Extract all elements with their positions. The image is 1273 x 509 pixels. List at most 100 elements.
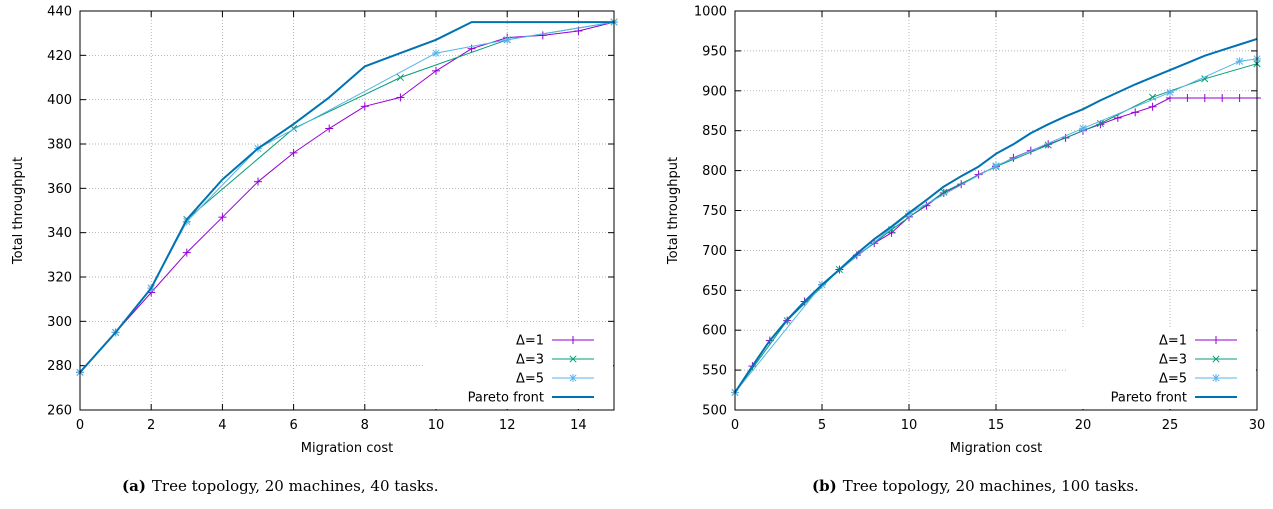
b-series-1-point xyxy=(1044,141,1052,149)
a-xtick-label: 8 xyxy=(361,418,369,433)
a-legend-marker-1 xyxy=(569,355,577,363)
a-ytick-label: 320 xyxy=(47,271,72,286)
b-series-0-point xyxy=(957,180,966,189)
a-series-2-line xyxy=(79,21,615,373)
caption-b-label: (b) xyxy=(812,477,837,495)
a-xtick-label: 6 xyxy=(289,418,297,433)
a-y-axis-label: Total throughput xyxy=(11,157,26,265)
a-ytick-label: 280 xyxy=(47,359,72,374)
b-xtick-label: 10 xyxy=(901,418,918,433)
a-xtick-label: 10 xyxy=(428,418,445,433)
a-ytick-label: 300 xyxy=(47,315,72,330)
b-ytick-label: 1000 xyxy=(694,5,727,20)
a-series-3-line xyxy=(79,21,614,373)
b-xtick-label: 30 xyxy=(1249,418,1266,433)
b-series-2-point xyxy=(992,161,1000,170)
b-legend-marker-0 xyxy=(1212,336,1220,344)
a-series-0-point xyxy=(325,124,334,133)
a-xtick-label: 2 xyxy=(147,418,155,433)
b-ytick-label: 500 xyxy=(702,404,727,419)
b-series-1-point xyxy=(1096,119,1104,128)
a-xtick-label: 4 xyxy=(218,418,226,433)
a-legend-marker-2 xyxy=(569,374,577,382)
b-legend-marker-1 xyxy=(1212,355,1220,363)
b-ytick-label: 550 xyxy=(702,364,727,379)
b-xtick-label: 25 xyxy=(1162,418,1179,433)
a-gridlines xyxy=(80,11,614,410)
a-series-0-line xyxy=(79,21,615,373)
a-series-2-point xyxy=(432,49,440,58)
b-legend-label-1: Δ=3 xyxy=(1159,353,1187,368)
a-series-0-point xyxy=(538,31,547,40)
a-ytick-label: 400 xyxy=(47,93,72,108)
b-x-axis-label: Migration cost xyxy=(950,441,1042,456)
b-series-2-point xyxy=(1079,124,1087,133)
b-legend-bg xyxy=(1067,328,1256,409)
a-legend-marker-0 xyxy=(569,336,577,344)
b-series-0-point xyxy=(1183,93,1192,102)
b-series-2-point xyxy=(1166,88,1174,97)
b-xtick-label: 5 xyxy=(818,418,826,433)
a-x-axis-label: Migration cost xyxy=(301,441,393,456)
a-series-1-point xyxy=(396,73,404,82)
b-y-axis-label: Total throughput xyxy=(666,157,681,265)
a-series-0-point xyxy=(289,148,298,157)
b-ytick-label: 650 xyxy=(702,284,727,299)
b-legend-marker-2 xyxy=(1212,374,1220,382)
b-xtick-label: 0 xyxy=(731,418,739,433)
b-series-1-point xyxy=(1149,93,1157,101)
b-series-0-point xyxy=(1235,93,1244,102)
b-ytick-label: 700 xyxy=(702,244,727,259)
a-series-0-point xyxy=(396,93,405,102)
a-series-0-point xyxy=(218,213,227,222)
a-legend: Δ=1 Δ=3 Δ=5 Pareto front xyxy=(424,328,613,409)
a-series-2-point xyxy=(503,35,512,44)
a-legend-label-0: Δ=1 xyxy=(516,334,544,349)
b-series-1-point xyxy=(940,188,948,196)
b-legend-label-2: Δ=5 xyxy=(1159,372,1187,387)
caption-a: (a) Tree topology, 20 machines, 40 tasks. xyxy=(122,477,439,495)
b-legend-label-0: Δ=1 xyxy=(1159,334,1187,349)
caption-a-label: (a) xyxy=(122,477,146,495)
a-xtick-label: 12 xyxy=(499,418,516,433)
b-ytick-label: 950 xyxy=(702,44,727,59)
b-gridlines xyxy=(735,11,1257,410)
b-plot-frame xyxy=(734,10,1258,411)
b-series-0-point xyxy=(1200,93,1209,102)
b-series-1-point xyxy=(1201,75,1209,83)
chart-b: 0 5 10 15 20 25 30 500 550 600 650 700 750 800 850 900 9… xyxy=(666,5,1265,457)
a-xtick-label: 14 xyxy=(570,418,587,433)
a-ytick-label: 420 xyxy=(47,49,72,64)
b-xtick-label: 20 xyxy=(1075,418,1092,433)
a-ytick-label: 380 xyxy=(47,138,72,153)
b-series-3-line xyxy=(734,37,1258,393)
a-legend-label-2: Δ=5 xyxy=(516,372,544,387)
a-ytick-label: 440 xyxy=(47,5,72,20)
chart-a: 0 2 4 6 8 10 12 14 260 280 300 320 340 360 380 400 420 44… xyxy=(11,5,618,456)
b-ytick-label: 800 xyxy=(702,164,727,179)
b-legend: Δ=1 Δ=3 Δ=5 Pareto front xyxy=(1067,328,1256,409)
b-series-0-point xyxy=(1148,102,1157,111)
a-plot-frame xyxy=(79,10,615,411)
a-xtick-label: 0 xyxy=(76,418,84,433)
b-xtick-label: 15 xyxy=(988,418,1005,433)
b-series-0-point xyxy=(1218,93,1227,102)
a-legend-label-1: Δ=3 xyxy=(516,353,544,368)
a-series-0-point xyxy=(360,102,369,111)
caption-a-text: Tree topology, 20 machines, 40 tasks. xyxy=(151,477,439,495)
a-ytick-label: 360 xyxy=(47,182,72,197)
a-legend-label-3: Pareto front xyxy=(468,391,544,406)
a-ytick-label: 260 xyxy=(47,404,72,419)
caption-b: (b) Tree topology, 20 machines, 100 tasks… xyxy=(812,477,1139,495)
b-series-2-point xyxy=(1235,57,1244,66)
a-series-0-point xyxy=(254,177,262,186)
a-series-1-line xyxy=(79,21,615,373)
a-series-0-point xyxy=(432,66,440,75)
a-series-0-point xyxy=(182,248,191,257)
b-ytick-label: 600 xyxy=(702,324,727,339)
b-ytick-label: 850 xyxy=(702,124,727,139)
b-legend-label-3: Pareto front xyxy=(1111,391,1187,406)
b-series-0-point xyxy=(1131,108,1140,117)
a-legend-bg xyxy=(424,328,613,409)
